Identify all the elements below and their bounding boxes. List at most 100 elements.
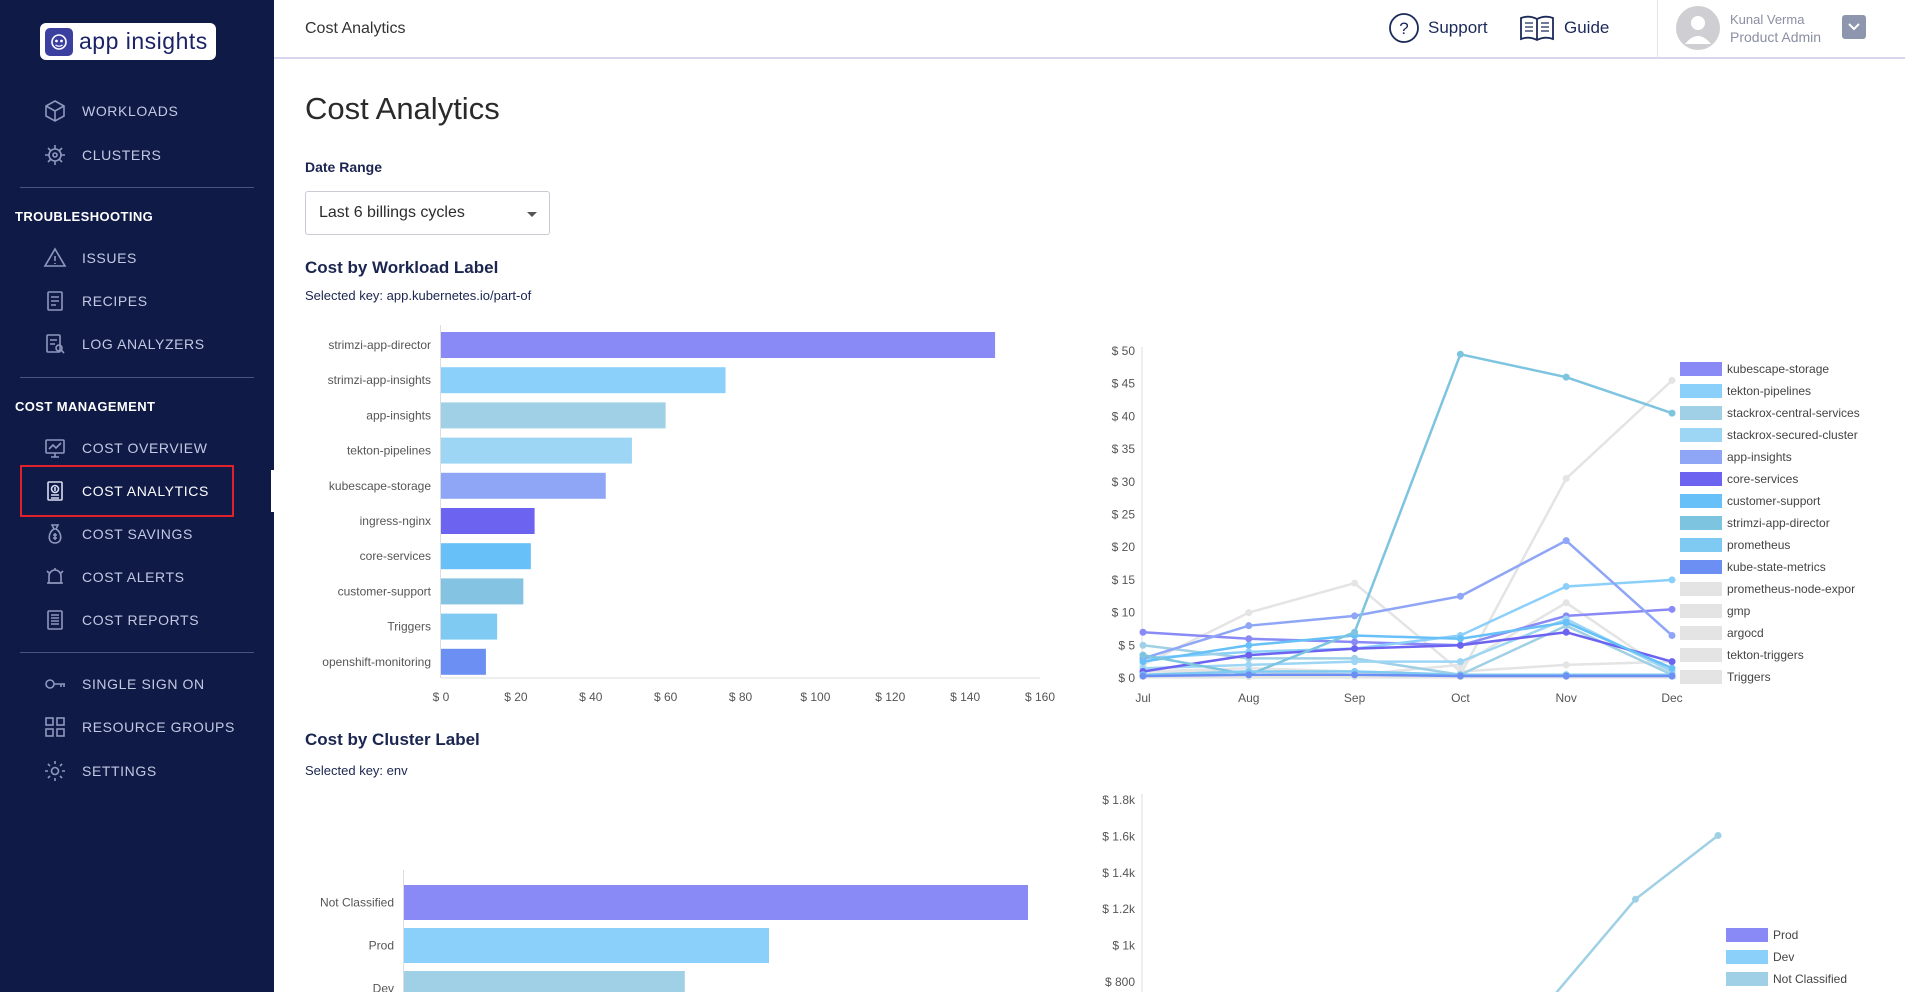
sidebar-item-single-sign-on[interactable]: SINGLE SIGN ON	[42, 667, 205, 701]
legend-swatch	[1680, 560, 1722, 574]
data-point	[1715, 832, 1722, 839]
series-line	[1143, 380, 1672, 674]
helm-wheel-icon	[42, 142, 68, 168]
category-label: strimzi-app-director	[328, 338, 431, 352]
workload-selected-key: Selected key: app.kubernetes.io/part-of	[305, 288, 531, 303]
legend-swatch	[1726, 928, 1768, 942]
x-tick-label: Aug	[1238, 691, 1259, 705]
sidebar: app insights WORKLOADS CLUSTERS TROUBLES…	[0, 0, 274, 992]
series-line	[1143, 675, 1672, 676]
warning-icon	[42, 245, 68, 271]
x-tick-label: $ 120	[875, 690, 905, 704]
logo-text: app insights	[79, 28, 208, 55]
category-label: kubescape-storage	[329, 479, 431, 493]
data-point	[1669, 665, 1676, 672]
sidebar-item-label: RECIPES	[82, 293, 148, 309]
y-tick-label: $ 50	[1112, 344, 1136, 358]
x-tick-label: $ 0	[433, 690, 450, 704]
data-point	[1245, 622, 1252, 629]
sidebar-item-label: COST ALERTS	[82, 569, 185, 585]
data-point	[1563, 599, 1570, 606]
y-tick-label: $ 20	[1112, 540, 1136, 554]
guide-link[interactable]: Guide	[1518, 12, 1609, 44]
y-tick-label: $ 15	[1112, 573, 1136, 587]
legend-label: gmp	[1727, 604, 1751, 618]
legend-label: customer-support	[1727, 494, 1821, 508]
y-tick-label: $ 25	[1112, 508, 1136, 522]
legend-swatch	[1680, 538, 1722, 552]
breadcrumb: Cost Analytics	[305, 20, 405, 38]
cluster-bar-chart: Not Classified Prod Dev	[274, 860, 1074, 992]
data-point	[1563, 619, 1570, 626]
legend-swatch	[1680, 626, 1722, 640]
y-tick-label: $ 1.6k	[1102, 829, 1136, 843]
sidebar-item-workloads[interactable]: WORKLOADS	[42, 94, 178, 128]
user-name: Kunal Verma	[1730, 12, 1804, 27]
sidebar-item-resource-groups[interactable]: RESOURCE GROUPS	[42, 710, 235, 744]
data-point	[1351, 612, 1358, 619]
x-tick-label: $ 80	[729, 690, 753, 704]
data-point	[1457, 593, 1464, 600]
category-label: Triggers	[387, 620, 431, 634]
user-menu-button[interactable]	[1842, 15, 1866, 39]
legend-swatch	[1726, 950, 1768, 964]
sidebar-divider	[20, 377, 254, 378]
legend-label: Prod	[1773, 928, 1798, 942]
data-point	[1457, 351, 1464, 358]
sidebar-item-cost-analytics[interactable]: COST ANALYTICS	[42, 474, 209, 508]
sidebar-item-cost-alerts[interactable]: COST ALERTS	[42, 560, 185, 594]
y-tick-label: $ 30	[1112, 475, 1136, 489]
bar	[404, 971, 685, 992]
x-tick-label: $ 140	[950, 690, 980, 704]
x-tick-label: $ 60	[654, 690, 678, 704]
data-point	[1563, 661, 1570, 668]
data-point	[1351, 580, 1358, 587]
user-separator	[1657, 0, 1658, 58]
sidebar-item-issues[interactable]: ISSUES	[42, 241, 137, 275]
sidebar-item-cost-overview[interactable]: COST OVERVIEW	[42, 431, 208, 465]
data-point	[1563, 537, 1570, 544]
sidebar-item-log-analyzers[interactable]: LOG ANALYZERS	[42, 327, 205, 361]
data-point	[1457, 635, 1464, 642]
legend-swatch	[1680, 384, 1722, 398]
log-analyzer-icon	[42, 331, 68, 357]
data-point	[1669, 673, 1676, 680]
data-point	[1632, 896, 1639, 903]
cluster-selected-key: Selected key: env	[305, 763, 408, 778]
bar	[404, 885, 1028, 920]
date-range-select[interactable]: Last 6 billings cycles	[305, 191, 550, 235]
cost-analytics-icon	[42, 478, 68, 504]
sidebar-item-recipes[interactable]: RECIPES	[42, 284, 148, 318]
bar	[441, 402, 666, 428]
legend-label: prometheus	[1727, 538, 1790, 552]
data-point	[1563, 583, 1570, 590]
y-tick-label: $ 0	[1118, 671, 1135, 685]
data-point	[1351, 645, 1358, 652]
data-point	[1140, 673, 1147, 680]
x-tick-label: $ 20	[504, 690, 528, 704]
category-label: Prod	[369, 939, 394, 953]
data-point	[1351, 658, 1358, 665]
sidebar-item-settings[interactable]: SETTINGS	[42, 754, 157, 788]
legend-swatch	[1680, 450, 1722, 464]
app-logo[interactable]: app insights	[40, 23, 216, 60]
sidebar-item-cost-reports[interactable]: COST REPORTS	[42, 603, 199, 637]
avatar[interactable]	[1676, 6, 1720, 50]
y-tick-label: $ 1.8k	[1102, 793, 1136, 807]
support-link[interactable]: ? Support	[1388, 12, 1488, 44]
svg-text:?: ?	[1399, 19, 1408, 38]
cube-icon	[42, 98, 68, 124]
sidebar-item-label: WORKLOADS	[82, 103, 178, 119]
section-title-troubleshooting: TROUBLESHOOTING	[15, 209, 153, 224]
sidebar-item-label: LOG ANALYZERS	[82, 336, 205, 352]
sidebar-item-clusters[interactable]: CLUSTERS	[42, 138, 161, 172]
sidebar-item-cost-savings[interactable]: COST SAVINGS	[42, 517, 193, 551]
workload-bar-chart: strimzi-app-directorstrimzi-app-insights…	[274, 320, 1074, 710]
legend-label: prometheus-node-expor	[1727, 582, 1855, 596]
data-point	[1245, 609, 1252, 616]
y-tick-label: $ 35	[1112, 442, 1136, 456]
legend-swatch	[1680, 648, 1722, 662]
legend-swatch	[1680, 582, 1722, 596]
sidebar-item-label: SETTINGS	[82, 763, 157, 779]
legend-swatch	[1680, 670, 1722, 684]
